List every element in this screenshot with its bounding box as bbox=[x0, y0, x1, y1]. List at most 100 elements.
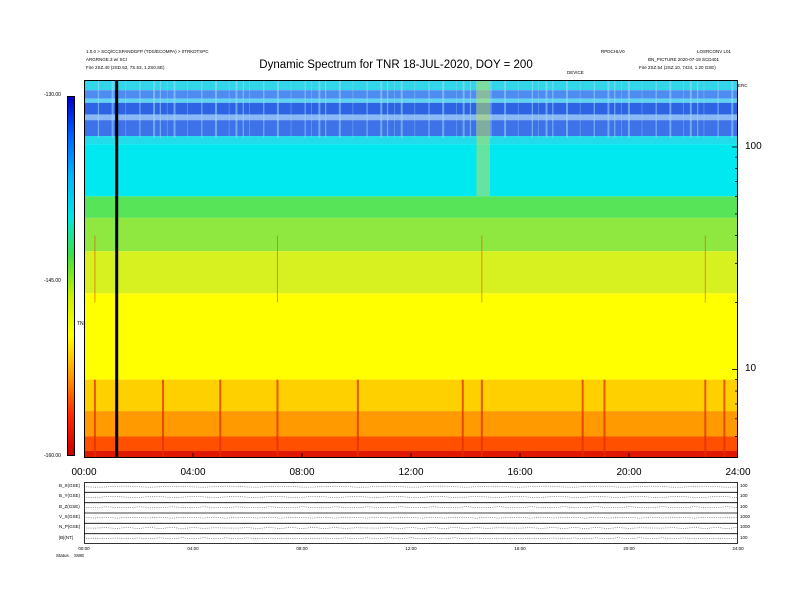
spectrum-streak bbox=[111, 80, 114, 138]
spectrum-streak bbox=[380, 80, 383, 138]
spectrum-streak bbox=[187, 80, 188, 138]
spectrum-streak bbox=[538, 80, 539, 138]
header-right-line1b: LOSRCONV L01 bbox=[697, 49, 732, 54]
spectrum-band bbox=[84, 114, 738, 121]
sw-row-label: B_Z(GSE) bbox=[59, 503, 80, 509]
radio-burst bbox=[480, 379, 483, 458]
spectrogram-plot bbox=[84, 80, 738, 458]
bottom-x-tick-label: 04:00 bbox=[187, 546, 199, 551]
spectrum-streak bbox=[627, 80, 630, 138]
spectrum-band bbox=[84, 80, 738, 91]
spectrum-streak bbox=[394, 80, 395, 138]
sw-row-label: B_Y(GSE) bbox=[59, 493, 81, 499]
sw-row-label: N_P(GSE) bbox=[59, 524, 81, 530]
colorbar-tick-label: -130.00 bbox=[44, 92, 61, 98]
spectrum-streak bbox=[517, 80, 519, 138]
sw-row-label: |B|(NT) bbox=[59, 534, 74, 540]
spectrum-streak bbox=[242, 80, 244, 138]
colorbar-label: TNR bbox=[77, 321, 88, 327]
spectrum-streak bbox=[614, 80, 616, 138]
footer-swe-label: SWE bbox=[74, 553, 85, 558]
spectrum-streak bbox=[173, 80, 176, 138]
spectrum-streak bbox=[462, 80, 465, 138]
spectrum-band bbox=[84, 379, 738, 412]
spectrum-streak bbox=[731, 80, 734, 138]
spectrum-streak bbox=[338, 80, 341, 138]
sw-row-scale: 1000 bbox=[740, 524, 751, 530]
spectrum-streak bbox=[97, 80, 100, 138]
spectrum-band bbox=[84, 196, 738, 218]
bottom-x-tick-label: 24:00 bbox=[732, 546, 744, 551]
spectrum-streak bbox=[565, 80, 568, 138]
spectrum-streak bbox=[621, 80, 622, 138]
radio-burst bbox=[481, 235, 483, 303]
header-left-line2: ARGRNGE.3 w/ SCI bbox=[86, 57, 128, 62]
solar-wind-panel bbox=[84, 482, 738, 544]
radio-burst bbox=[93, 379, 96, 458]
sw-row-scale: 1000 bbox=[740, 514, 751, 519]
spectrum-streak bbox=[531, 80, 534, 138]
spectrum-streak bbox=[352, 80, 354, 138]
spectrum-streak bbox=[428, 80, 430, 138]
x-tick-label: 00:00 bbox=[71, 467, 97, 478]
spectrum-band bbox=[84, 293, 738, 380]
spectrum-streak bbox=[469, 80, 472, 138]
y-tick-label: 10 bbox=[745, 363, 757, 375]
sw-trace bbox=[84, 516, 738, 519]
spectrum-streak bbox=[641, 80, 643, 138]
spectrum-streak bbox=[669, 80, 672, 138]
spectrum-band bbox=[84, 102, 738, 115]
colorbar-tick-label: -160.00 bbox=[44, 453, 61, 459]
radio-burst bbox=[704, 379, 707, 458]
bottom-x-tick-label: 20:00 bbox=[623, 546, 635, 551]
radio-burst bbox=[219, 379, 222, 458]
bottom-x-tick-label: 00:00 bbox=[78, 546, 90, 551]
header-corner-label: ERC bbox=[738, 83, 748, 88]
sw-row-scale: 100 bbox=[740, 503, 748, 509]
header-left-line1: 1.0.0 > SCQ/CCSPANDGFP (TDS/ECOMPA) > 0T… bbox=[86, 49, 209, 54]
footer-status-label: Status bbox=[56, 553, 69, 558]
x-tick-label: 04:00 bbox=[180, 467, 206, 478]
x-tick-label: 20:00 bbox=[616, 467, 642, 478]
spectrum-streak bbox=[696, 80, 699, 138]
sw-row-scale: 100 bbox=[740, 483, 748, 488]
sw-row-scale: 100 bbox=[740, 534, 748, 540]
bottom-x-tick-label: 08:00 bbox=[296, 546, 308, 551]
spectrum-streak bbox=[139, 80, 141, 138]
chart-title: Dynamic Spectrum for TNR 18-JUL-2020, DO… bbox=[259, 59, 533, 71]
header-device-label: DEVICE bbox=[567, 70, 584, 75]
spectrum-band bbox=[84, 251, 738, 294]
spectrum-streak bbox=[455, 80, 457, 138]
spectrum-streak bbox=[386, 80, 389, 138]
spectrum-streak bbox=[159, 80, 162, 138]
spectrum-streak bbox=[552, 80, 554, 138]
spectrum-streak bbox=[235, 80, 238, 138]
spectrum-band bbox=[84, 136, 738, 145]
header-left-line3: Fire 2SZ.40 (2SD.53, 7S.53, 1.2S0.SE) bbox=[86, 65, 165, 70]
spectrum-streak bbox=[545, 80, 548, 138]
header-right-line1: RPDCHLV0 bbox=[601, 49, 625, 54]
spectrum-streak bbox=[249, 80, 250, 138]
sw-trace bbox=[84, 506, 738, 509]
spectrum-band bbox=[84, 217, 738, 252]
spectrum-streak bbox=[655, 80, 657, 138]
header-right-line3: Fire 2SZ.54 (2SZ.10, 7424, 1.20 GSE) bbox=[639, 65, 716, 70]
x-tick-label: 16:00 bbox=[507, 467, 533, 478]
radio-burst bbox=[94, 235, 96, 303]
spectrum-streak bbox=[593, 80, 595, 138]
spectrum-streak bbox=[607, 80, 610, 138]
radio-burst bbox=[276, 235, 278, 303]
spectrum-streak bbox=[276, 80, 279, 138]
spectrum-streak bbox=[201, 80, 203, 138]
spectrum-streak bbox=[304, 80, 306, 138]
radio-burst bbox=[356, 379, 359, 458]
radio-burst bbox=[162, 379, 165, 458]
spectrum-streak bbox=[703, 80, 705, 138]
sw-trace bbox=[84, 496, 738, 498]
spectrum-streak bbox=[166, 80, 168, 138]
sw-row-label: V_X(GSE) bbox=[59, 514, 81, 519]
sw-row-scale: 100 bbox=[740, 493, 748, 499]
spectrum-streak bbox=[318, 80, 321, 138]
colorbar-tick-label: -145.00 bbox=[44, 278, 61, 284]
spectrum-streak bbox=[490, 80, 492, 138]
